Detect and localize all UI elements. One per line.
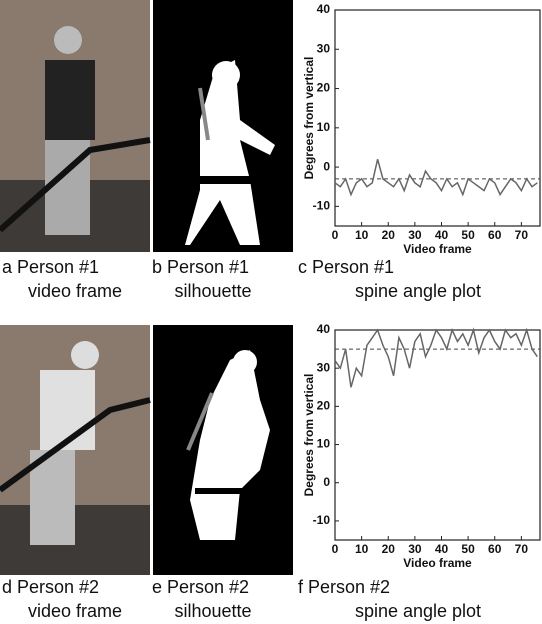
x-tick-label: 0 [332, 542, 339, 556]
y-tick-label: 20 [317, 81, 331, 95]
x-axis-label: Video frame [403, 242, 472, 256]
caption-title: f Person #2 [298, 577, 390, 597]
x-tick-label: 60 [488, 542, 502, 556]
caption-title: e Person #2 [152, 577, 249, 597]
x-tick-label: 40 [435, 228, 449, 242]
x-tick-label: 30 [408, 542, 422, 556]
caption-title: b Person #1 [152, 257, 249, 277]
x-tick-label: 50 [461, 228, 475, 242]
plot-frame [335, 10, 540, 226]
y-tick-label: 40 [317, 322, 331, 336]
caption-subtitle: silhouette [174, 601, 251, 621]
x-tick-label: 70 [515, 228, 529, 242]
y-tick-label: 30 [317, 41, 331, 55]
x-tick-label: 10 [355, 542, 369, 556]
y-tick-label: 40 [317, 2, 331, 16]
x-tick-label: 40 [435, 542, 449, 556]
y-tick-label: 30 [317, 360, 331, 374]
caption-subtitle: video frame [28, 281, 122, 301]
x-tick-label: 50 [461, 542, 475, 556]
x-tick-label: 60 [488, 228, 502, 242]
x-axis-label: Video frame [403, 556, 472, 570]
caption-title: d Person #2 [2, 577, 99, 597]
y-tick-label: -10 [313, 513, 331, 527]
y-axis-label: Degrees from vertical [302, 374, 316, 497]
plot-frame [335, 330, 540, 540]
video-frame-1 [0, 0, 150, 252]
y-tick-label: 10 [317, 437, 331, 451]
y-tick-label: 20 [317, 399, 331, 413]
silhouette-1 [153, 0, 293, 252]
x-tick-label: 30 [408, 228, 422, 242]
y-tick-label: 0 [323, 475, 330, 489]
caption-title: c Person #1 [298, 257, 394, 277]
x-tick-label: 20 [382, 542, 396, 556]
video-frame-2 [0, 325, 150, 575]
caption-subtitle: video frame [28, 601, 122, 621]
figure: a Person #1 video frame b Person #1 silhoue… [0, 0, 542, 624]
x-tick-label: 70 [515, 542, 529, 556]
y-tick-label: -10 [313, 199, 331, 213]
x-tick-label: 20 [382, 228, 396, 242]
caption-subtitle: spine angle plot [355, 281, 481, 301]
caption-subtitle: spine angle plot [355, 601, 481, 621]
x-tick-label: 10 [355, 228, 369, 242]
x-tick-label: 0 [332, 228, 339, 242]
caption-subtitle: silhouette [174, 281, 251, 301]
y-axis-label: Degrees from vertical [302, 57, 316, 180]
silhouette-2 [153, 325, 293, 575]
caption-title: a Person #1 [2, 257, 99, 277]
y-tick-label: 0 [323, 159, 330, 173]
y-tick-label: 10 [317, 120, 331, 134]
